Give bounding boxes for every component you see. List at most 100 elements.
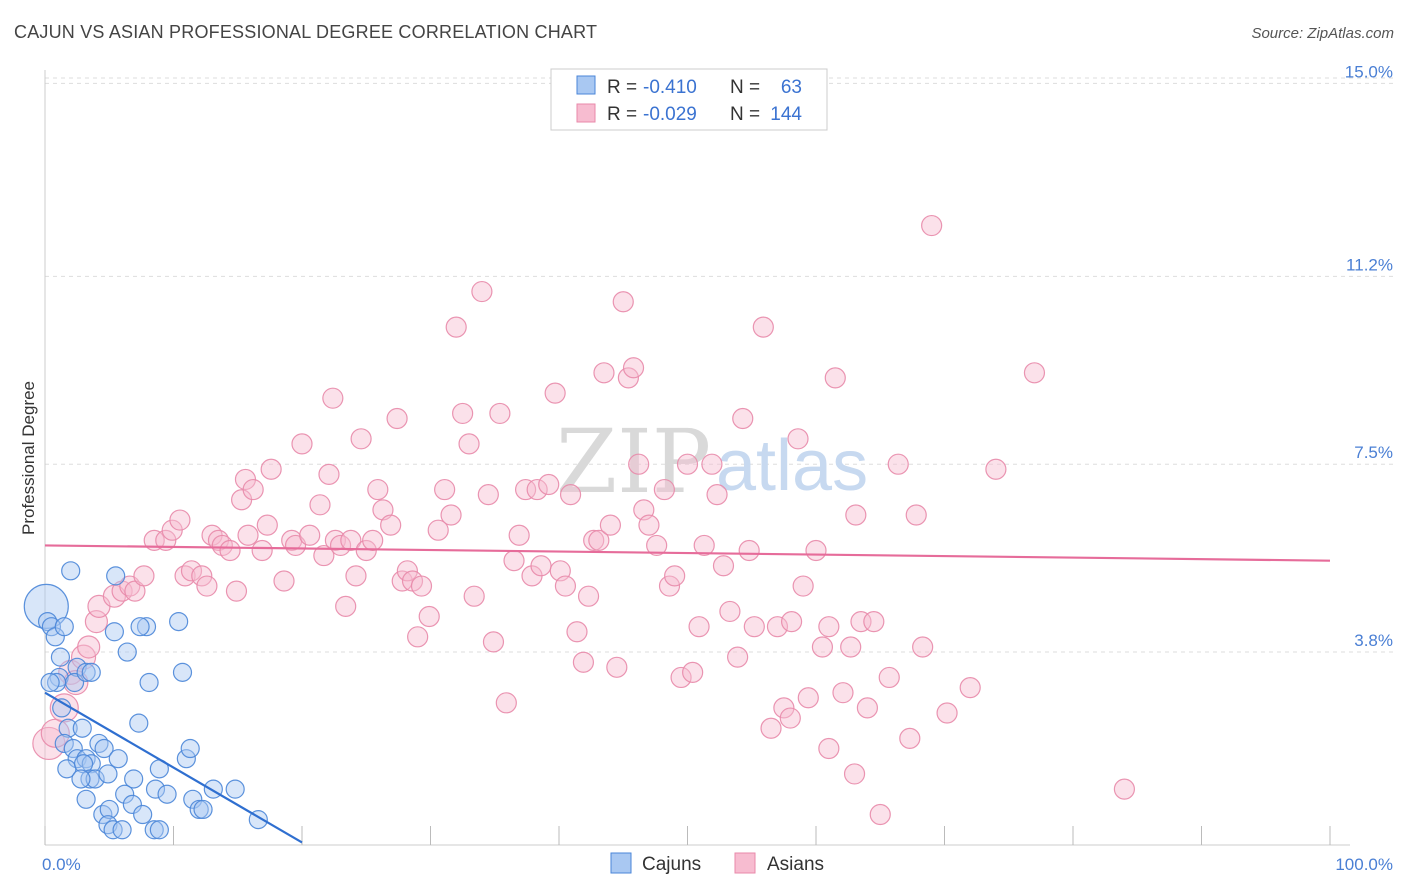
cajun-point <box>133 804 153 825</box>
asian-point <box>169 509 191 531</box>
asian-point <box>559 484 582 506</box>
asian-point <box>256 514 278 536</box>
asian-point <box>362 529 384 551</box>
asian-point <box>840 636 862 658</box>
asian-point <box>340 529 362 551</box>
asian-point <box>682 661 704 683</box>
asian-point <box>237 524 259 546</box>
legend-r-value-asian: -0.029 <box>643 104 697 125</box>
asian-point <box>526 478 548 501</box>
asian-point <box>583 529 605 551</box>
asian-point <box>670 666 692 689</box>
legend-n-value-asian: 144 <box>770 104 802 125</box>
cajun-point <box>122 794 142 814</box>
cajun-point <box>93 804 113 825</box>
cajun-point <box>106 566 126 586</box>
asian-point <box>434 478 456 501</box>
asian-point <box>335 595 357 617</box>
cajun-point <box>129 713 149 733</box>
asian-point <box>985 458 1007 480</box>
cajun-point <box>67 657 87 677</box>
legend-r-label-asian: R = <box>607 104 637 125</box>
asian-point <box>863 610 885 633</box>
cajun-point <box>71 769 91 789</box>
chart-source: Source: ZipAtlas.com <box>1251 25 1394 42</box>
y-axis-label: Professional Degree <box>19 381 38 535</box>
asian-point <box>318 463 340 485</box>
cajun-point <box>139 672 159 693</box>
asian-point <box>440 504 462 526</box>
asian-point <box>143 529 165 551</box>
asian-point <box>458 433 480 455</box>
asian-point <box>899 727 921 749</box>
asian-point <box>322 387 344 409</box>
asian-point <box>760 717 782 739</box>
cajun-point <box>193 799 213 820</box>
cajun-point <box>144 820 164 840</box>
asian-point <box>887 453 909 475</box>
asian-point <box>538 473 560 496</box>
asian-point <box>905 504 927 526</box>
asian-point <box>921 214 943 237</box>
asian-point <box>779 707 801 729</box>
cajun-point <box>23 583 69 629</box>
asian-point <box>752 316 774 338</box>
asian-point <box>180 560 203 582</box>
cajun-point <box>115 784 135 804</box>
watermark-atlas: atlas <box>716 426 868 506</box>
series-legend: Cajuns Asians <box>610 852 824 875</box>
asian-point <box>664 565 686 587</box>
asian-point <box>427 519 449 541</box>
asian-point <box>273 570 295 592</box>
cajun-point <box>136 617 157 637</box>
cajun-point <box>117 642 137 662</box>
asian-point <box>797 687 819 709</box>
y-tick-label: 3.8% <box>1354 631 1393 650</box>
asian-point <box>622 357 645 379</box>
asian-point <box>242 478 264 501</box>
asian-point <box>566 621 588 643</box>
asian-point <box>712 555 735 577</box>
x-tick-label: 0.0% <box>42 855 81 874</box>
asian-point <box>701 453 723 475</box>
series-legend-label-cajuns: Cajuns <box>642 854 701 875</box>
asian-point <box>588 529 610 551</box>
asian-point <box>350 428 372 450</box>
asian-point <box>638 514 660 536</box>
cajun-point <box>54 617 74 637</box>
watermark-zip: ZIP <box>556 410 711 513</box>
legend-n-label-cajun: N = <box>730 77 760 98</box>
asian-point <box>367 478 389 501</box>
asian-point <box>471 280 493 303</box>
stats-legend-box <box>550 68 828 131</box>
asian-point <box>818 616 840 638</box>
asian-point <box>738 539 760 562</box>
cajun-point <box>72 718 92 738</box>
asian-point <box>805 539 827 562</box>
asian-point <box>260 458 282 480</box>
cajun-point <box>63 738 83 759</box>
asian-point <box>508 524 530 546</box>
asian-point <box>219 539 241 562</box>
x-tick-label: 100.0% <box>1335 855 1393 874</box>
asian-point <box>843 763 866 785</box>
asian-point <box>407 626 429 648</box>
watermark: ZIP atlas <box>556 410 868 513</box>
asian-point <box>251 539 273 562</box>
asian-point <box>191 565 213 587</box>
cajun-point <box>225 779 245 799</box>
asian-point <box>676 453 699 475</box>
asian-point <box>482 631 505 653</box>
cajun-point <box>76 789 96 809</box>
asian-point <box>936 702 958 724</box>
asian-point <box>355 539 377 562</box>
asian-point <box>606 656 628 678</box>
asian-point <box>345 565 367 587</box>
asian-point <box>719 600 741 623</box>
asian-point <box>1023 362 1046 384</box>
cajun-point <box>172 662 193 682</box>
asian-point <box>732 407 754 430</box>
asian-point <box>291 433 313 455</box>
cajun-point <box>180 738 200 759</box>
